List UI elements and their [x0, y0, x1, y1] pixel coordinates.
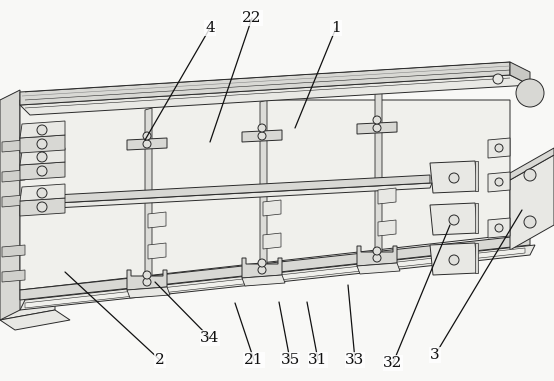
Circle shape [37, 139, 47, 149]
Circle shape [524, 216, 536, 228]
Polygon shape [242, 275, 285, 286]
Polygon shape [20, 184, 65, 201]
Polygon shape [357, 122, 397, 134]
Circle shape [449, 255, 459, 265]
Polygon shape [20, 100, 510, 290]
Polygon shape [2, 245, 25, 257]
Polygon shape [55, 175, 430, 203]
Polygon shape [127, 138, 167, 150]
Text: 1: 1 [331, 21, 341, 35]
Text: 4: 4 [205, 21, 215, 35]
Text: 3: 3 [430, 348, 440, 362]
Circle shape [258, 124, 266, 132]
Circle shape [373, 247, 381, 255]
Polygon shape [20, 75, 530, 115]
Polygon shape [127, 287, 170, 298]
Polygon shape [20, 148, 65, 165]
Circle shape [524, 169, 536, 181]
Circle shape [143, 278, 151, 286]
Circle shape [37, 202, 47, 212]
Polygon shape [430, 161, 478, 193]
Polygon shape [510, 155, 554, 250]
Polygon shape [357, 263, 400, 274]
Circle shape [449, 173, 459, 183]
Polygon shape [127, 270, 167, 290]
Polygon shape [145, 108, 152, 282]
Polygon shape [25, 248, 525, 308]
Circle shape [258, 266, 266, 274]
Circle shape [449, 215, 459, 225]
Polygon shape [475, 161, 478, 191]
Polygon shape [430, 203, 478, 235]
Polygon shape [475, 203, 478, 233]
Polygon shape [20, 121, 65, 138]
Polygon shape [263, 200, 281, 216]
Polygon shape [488, 218, 510, 238]
Polygon shape [2, 140, 25, 152]
Polygon shape [20, 235, 530, 300]
Polygon shape [2, 170, 25, 182]
Polygon shape [20, 245, 535, 310]
Polygon shape [55, 183, 432, 208]
Polygon shape [2, 270, 25, 282]
Circle shape [258, 259, 266, 267]
Polygon shape [242, 130, 282, 142]
Polygon shape [488, 172, 510, 192]
Circle shape [495, 178, 503, 186]
Polygon shape [375, 92, 382, 258]
Text: 32: 32 [383, 356, 403, 370]
Polygon shape [148, 243, 166, 259]
Polygon shape [20, 62, 510, 105]
Circle shape [373, 116, 381, 124]
Circle shape [373, 254, 381, 262]
Polygon shape [378, 188, 396, 204]
Polygon shape [0, 110, 55, 320]
Text: 34: 34 [201, 331, 220, 345]
Text: 33: 33 [345, 353, 365, 367]
Polygon shape [378, 220, 396, 236]
Polygon shape [430, 243, 478, 275]
Circle shape [143, 140, 151, 148]
Polygon shape [148, 212, 166, 228]
Polygon shape [0, 90, 20, 320]
Polygon shape [242, 258, 282, 278]
Circle shape [373, 124, 381, 132]
Text: 2: 2 [155, 353, 165, 367]
Polygon shape [357, 246, 397, 266]
Circle shape [37, 152, 47, 162]
Text: 31: 31 [309, 353, 327, 367]
Polygon shape [0, 310, 70, 330]
Text: 35: 35 [280, 353, 300, 367]
Circle shape [495, 224, 503, 232]
Circle shape [37, 125, 47, 135]
Polygon shape [20, 162, 65, 180]
Circle shape [37, 166, 47, 176]
Polygon shape [510, 148, 554, 180]
Polygon shape [2, 195, 25, 207]
Circle shape [37, 188, 47, 198]
Polygon shape [510, 62, 530, 85]
Polygon shape [20, 198, 65, 216]
Circle shape [143, 271, 151, 279]
Circle shape [258, 132, 266, 140]
Text: 22: 22 [242, 11, 261, 25]
Polygon shape [263, 233, 281, 249]
Circle shape [495, 144, 503, 152]
Circle shape [143, 132, 151, 140]
Polygon shape [475, 243, 478, 273]
Polygon shape [20, 135, 65, 153]
Polygon shape [260, 100, 267, 270]
Polygon shape [488, 138, 510, 158]
Text: 21: 21 [244, 353, 264, 367]
Circle shape [493, 74, 503, 84]
Circle shape [516, 79, 544, 107]
